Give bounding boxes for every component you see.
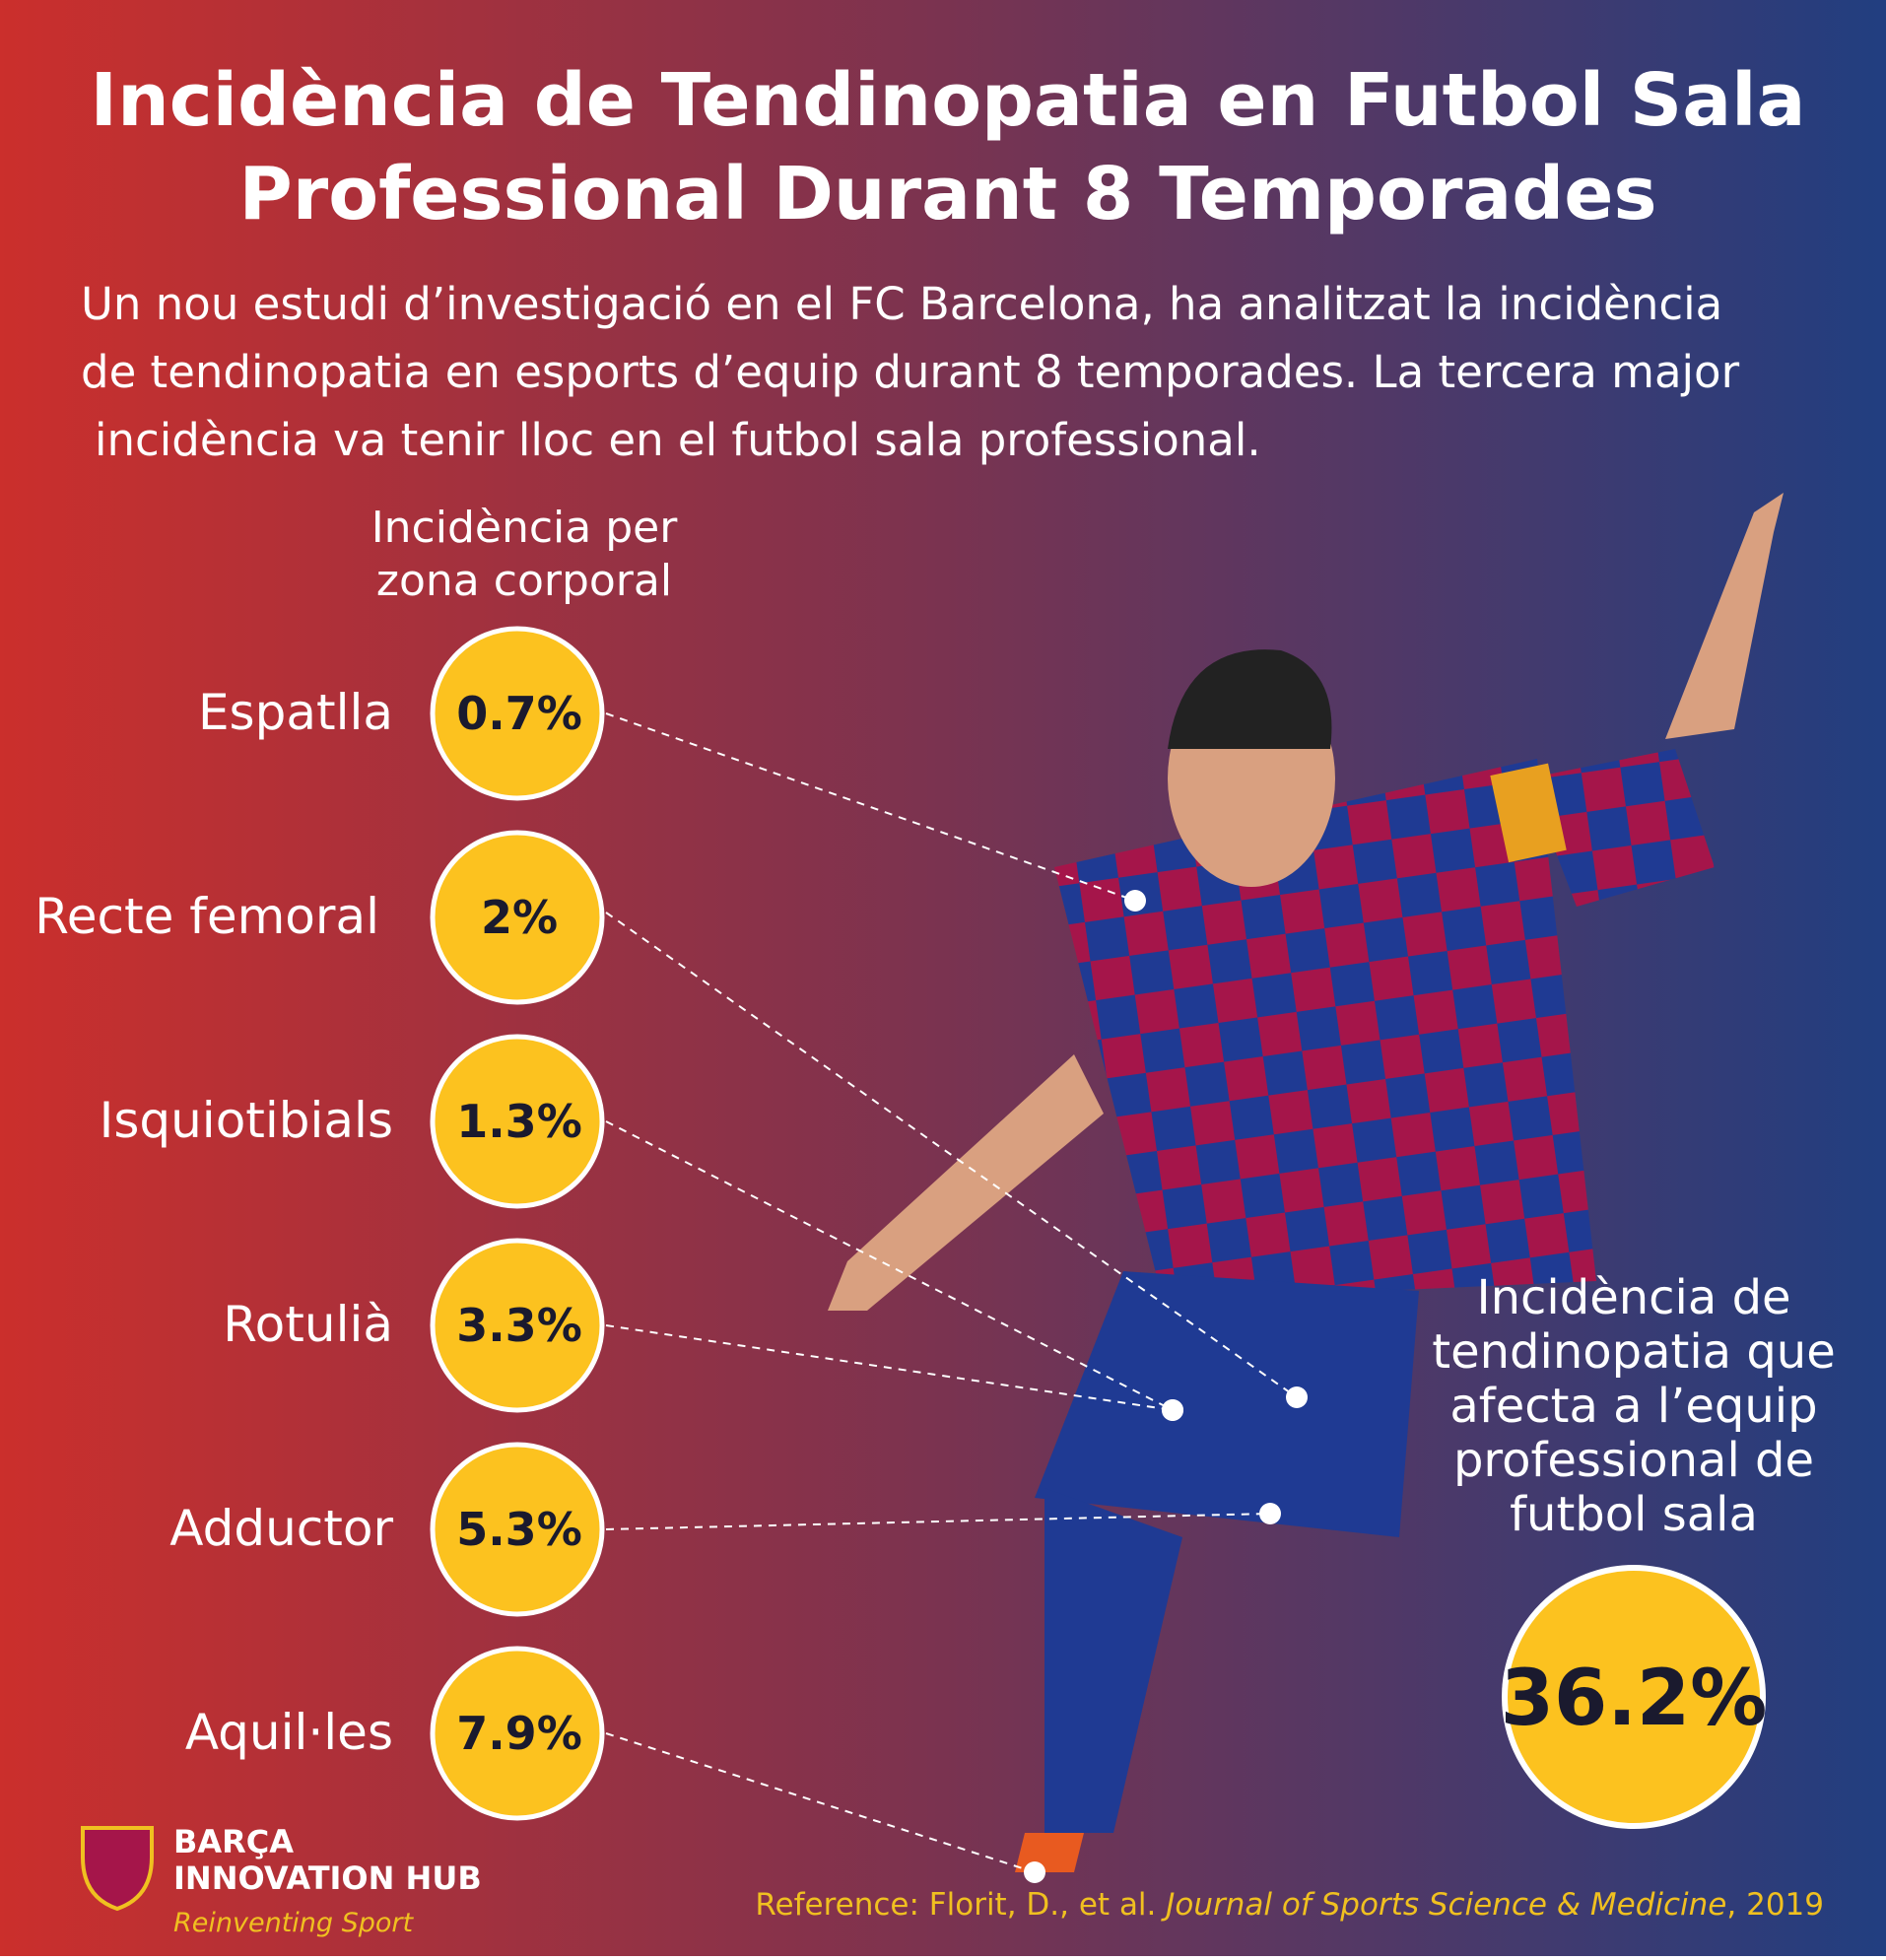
zone-label: Isquiotibials — [100, 1092, 393, 1149]
zone-value: 0.7% — [456, 687, 582, 740]
leader-line — [605, 912, 1298, 1398]
target-dot — [1286, 1386, 1308, 1408]
zone-label: Adductor — [169, 1500, 393, 1557]
logo-text: INNOVATION HUB — [173, 1859, 482, 1897]
logo-crest — [81, 1826, 154, 1912]
total-caption: afecta a l’equip — [1449, 1379, 1817, 1434]
value-circle — [430, 626, 605, 801]
total-caption: professional de — [1453, 1433, 1814, 1488]
zone-value: 3.3% — [456, 1299, 582, 1352]
zones-heading: Incidència per — [371, 503, 679, 553]
reference-prefix: Reference: Florit, D., et al. — [755, 1887, 1166, 1923]
leader-lines — [605, 712, 1298, 1873]
value-circle — [430, 1442, 605, 1617]
zones-heading: zona corporal — [376, 556, 672, 606]
total-caption: Incidència de — [1476, 1270, 1790, 1325]
total-caption: tendinopatia que — [1432, 1324, 1836, 1380]
target-dot — [1259, 1503, 1281, 1524]
title: Professional Durant 8 Temporades — [239, 152, 1657, 237]
zone-label: Rotulià — [223, 1296, 393, 1353]
total-circle — [1502, 1565, 1766, 1829]
logo — [81, 1826, 154, 1912]
reference-journal: Journal of Sports Science & Medicine — [1160, 1887, 1726, 1923]
target-dot — [1124, 890, 1146, 912]
tagline: Reinventing Sport — [173, 1908, 415, 1938]
zone-label: Recte femoral — [34, 888, 379, 945]
zone-label: Espatlla — [198, 684, 393, 741]
intro: incidència va tenir lloc en el futbol sa… — [95, 414, 1261, 466]
value-circle — [430, 1238, 605, 1413]
intro: Un nou estudi d’investigació en el FC Ba… — [81, 278, 1722, 330]
value-circle — [430, 1034, 605, 1209]
logo-text: BARÇA — [173, 1823, 294, 1860]
target-dot — [1162, 1399, 1183, 1421]
leader-line — [605, 712, 1136, 902]
value-circle — [430, 1646, 605, 1821]
leader-line — [605, 1732, 1036, 1873]
zone-value: 5.3% — [456, 1503, 582, 1556]
total-value: 36.2% — [1501, 1655, 1768, 1743]
target-dot — [1024, 1861, 1045, 1883]
zone-label: Aquil·les — [185, 1704, 393, 1761]
zone-value: 2% — [481, 891, 558, 944]
zone-value: 1.3% — [456, 1095, 582, 1148]
value-circle — [430, 830, 605, 1005]
title: Incidència de Tendinopatia en Futbol Sal… — [91, 58, 1806, 143]
zone-value: 7.9% — [456, 1707, 582, 1760]
reference-suffix: , 2019 — [1726, 1887, 1824, 1923]
total-caption: futbol sala — [1510, 1487, 1758, 1542]
leader-line — [605, 1324, 1174, 1411]
player — [828, 493, 1784, 1872]
reference: Reference: Florit, D., et al. Journal of… — [755, 1887, 1824, 1923]
intro: de tendinopatia en esports d’equip duran… — [81, 346, 1740, 398]
leader-line — [605, 1513, 1271, 1530]
leader-line — [605, 1120, 1174, 1411]
